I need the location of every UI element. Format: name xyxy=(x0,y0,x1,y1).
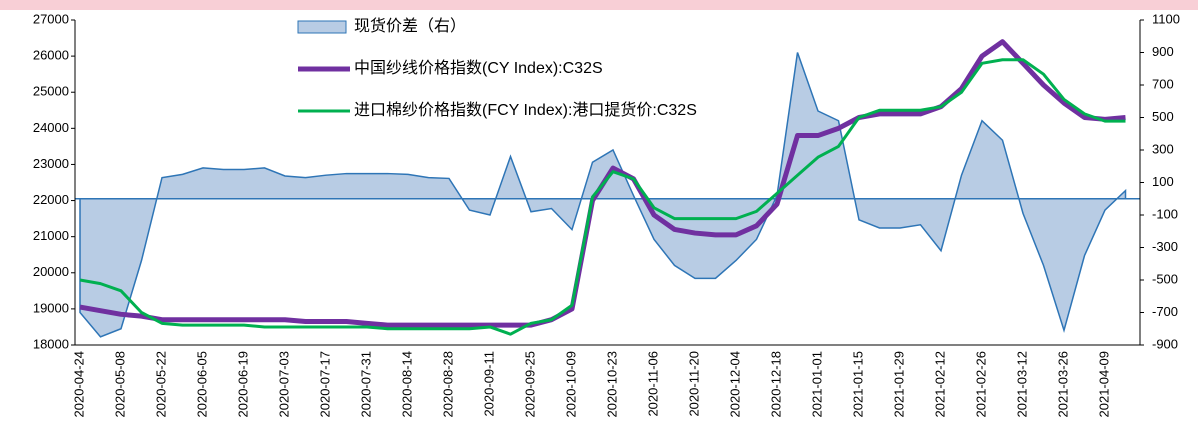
x-tick-label: 2020-04-24 xyxy=(71,351,86,418)
x-tick-label: 2020-11-20 xyxy=(686,351,701,417)
y-tick-label: 21000 xyxy=(33,228,69,243)
y-tick-label: 27000 xyxy=(33,11,69,26)
legend-label: 现货价差（右） xyxy=(354,17,466,35)
line xyxy=(79,58,1126,336)
y-tick-label: 23000 xyxy=(33,156,69,171)
x-tick-label: 2020-06-19 xyxy=(235,351,250,418)
x-tick-label: 2020-08-28 xyxy=(440,351,455,418)
x-tick-label: 2020-05-22 xyxy=(153,351,168,418)
y2-tick-label: 700 xyxy=(1152,76,1174,91)
x-tick-label: 2020-10-09 xyxy=(563,351,578,418)
y-tick-label: 20000 xyxy=(33,264,69,279)
y-tick-label: 22000 xyxy=(33,192,69,207)
x-tick-label: 2020-09-11 xyxy=(481,351,496,417)
legend-label: 中国纱线价格指数(CY Index):C32S xyxy=(354,59,603,77)
x-tick-label: 2020-07-03 xyxy=(276,351,291,418)
legend-swatch xyxy=(297,20,347,34)
top-band xyxy=(0,0,1198,10)
x-tick-label: 2020-07-31 xyxy=(358,351,373,418)
x-tick-label: 2020-11-06 xyxy=(645,351,660,417)
x-tick-label: 2021-02-26 xyxy=(973,351,988,418)
x-tick-label: 2021-01-29 xyxy=(891,351,906,418)
y2-tick-label: -100 xyxy=(1152,206,1178,221)
x-tick-label: 2020-05-08 xyxy=(112,351,127,418)
x-tick-label: 2020-07-17 xyxy=(317,351,332,418)
x-tick-label: 2021-01-01 xyxy=(809,351,824,418)
x-tick-label: 2021-01-15 xyxy=(850,351,865,418)
y2-tick-label: 300 xyxy=(1152,141,1174,156)
x-tick-label: 2020-12-04 xyxy=(727,351,742,418)
area xyxy=(79,52,1127,338)
x-tick-label: 2021-04-09 xyxy=(1096,351,1111,418)
x-tick-label: 2020-08-14 xyxy=(399,351,414,418)
y-tick-label: 26000 xyxy=(33,48,69,63)
legend-label: 进口棉纱价格指数(FCY Index):港口提货价:C32S xyxy=(354,101,697,119)
x-tick-label: 2020-12-18 xyxy=(768,351,783,418)
y2-tick-label: -300 xyxy=(1152,239,1178,254)
x-tick-label: 2021-02-12 xyxy=(932,351,947,418)
x-tick-label: 2021-03-12 xyxy=(1014,351,1029,418)
y2-tick-label: 500 xyxy=(1152,109,1174,124)
x-tick-label: 2020-06-05 xyxy=(194,351,209,418)
y-tick-label: 25000 xyxy=(33,84,69,99)
y2-tick-label: -900 xyxy=(1152,336,1178,351)
y2-tick-label: 100 xyxy=(1152,174,1174,189)
y-tick-label: 24000 xyxy=(33,120,69,135)
y2-tick-label: 1100 xyxy=(1152,11,1180,26)
y2-tick-label: -500 xyxy=(1152,271,1178,286)
x-tick-label: 2020-09-25 xyxy=(522,351,537,418)
y-tick-label: 18000 xyxy=(33,336,69,351)
y2-tick-label: -700 xyxy=(1152,304,1178,319)
y2-tick-label: 900 xyxy=(1152,44,1174,59)
x-tick-label: 2020-10-23 xyxy=(604,351,619,418)
x-tick-label: 2021-03-26 xyxy=(1055,351,1070,418)
y-tick-label: 19000 xyxy=(33,300,69,315)
